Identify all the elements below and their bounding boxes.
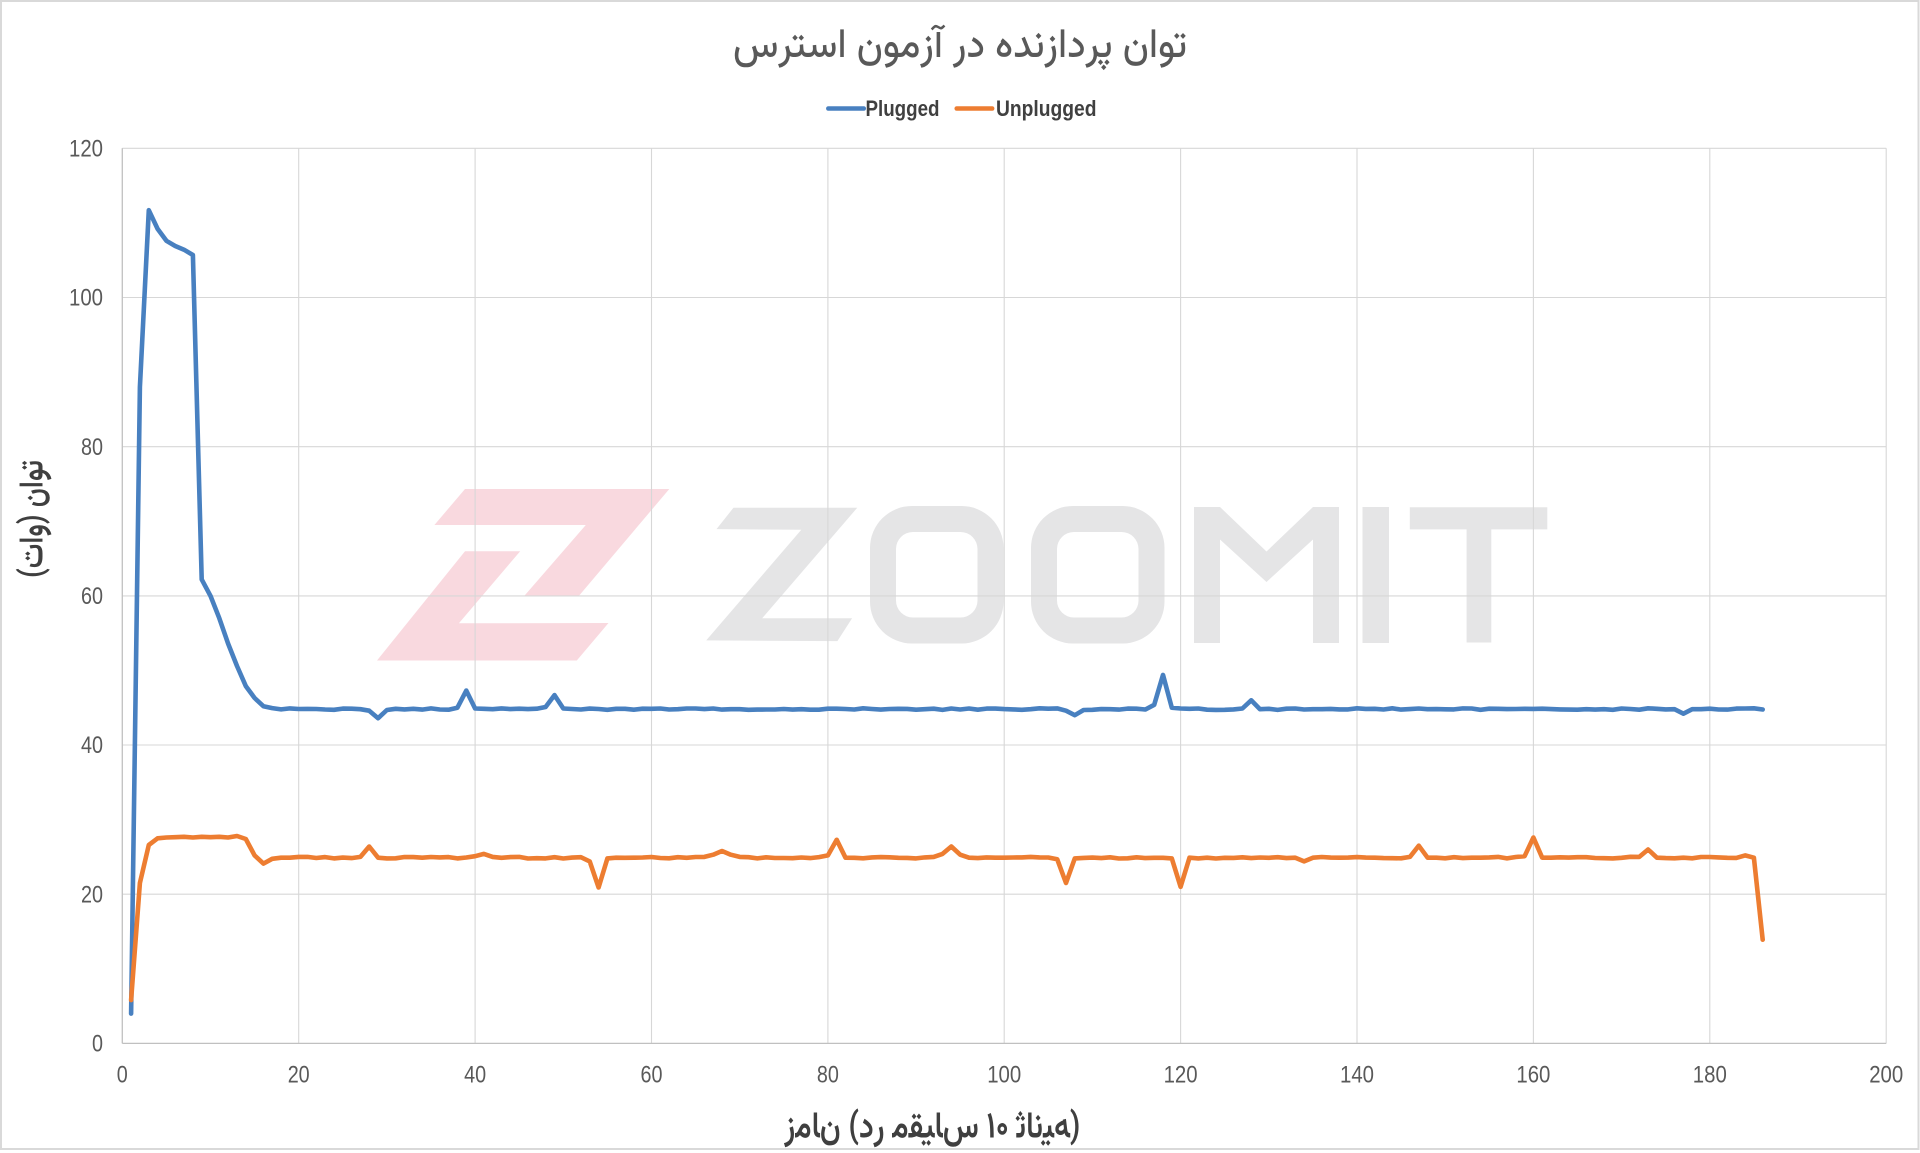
svg-text:140: 140 bbox=[1340, 1062, 1374, 1089]
svg-text:100: 100 bbox=[987, 1062, 1021, 1089]
svg-text:20: 20 bbox=[288, 1062, 310, 1089]
svg-text:160: 160 bbox=[1516, 1062, 1550, 1089]
svg-text:40: 40 bbox=[464, 1062, 486, 1089]
svg-text:100: 100 bbox=[69, 285, 103, 312]
svg-text:Unplugged: Unplugged bbox=[996, 96, 1097, 121]
svg-text:120: 120 bbox=[69, 136, 103, 163]
svg-text:Plugged: Plugged bbox=[866, 96, 940, 121]
svg-text:60: 60 bbox=[81, 583, 103, 610]
svg-text:20: 20 bbox=[81, 881, 103, 908]
svg-text:80: 80 bbox=[817, 1062, 839, 1089]
svg-text:0: 0 bbox=[92, 1031, 103, 1058]
svg-text:120: 120 bbox=[1164, 1062, 1198, 1089]
svg-text:40: 40 bbox=[81, 732, 103, 759]
svg-text:60: 60 bbox=[641, 1062, 663, 1089]
svg-text:200: 200 bbox=[1869, 1062, 1903, 1089]
svg-text:0: 0 bbox=[117, 1062, 128, 1089]
svg-text:80: 80 bbox=[81, 434, 103, 461]
svg-text:180: 180 bbox=[1693, 1062, 1727, 1089]
